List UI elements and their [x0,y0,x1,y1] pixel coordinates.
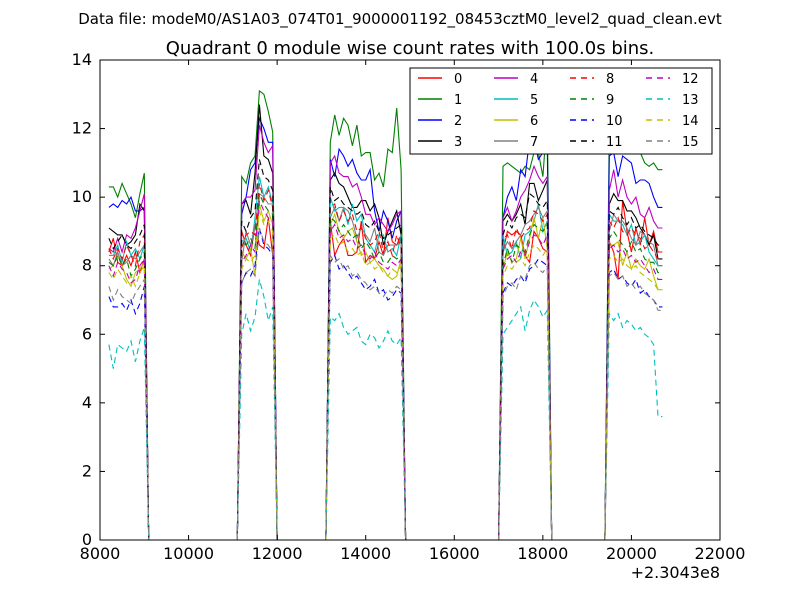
series-line-module-14 [108,210,663,541]
y-tick-label: 6 [82,324,92,343]
legend-label-15: 15 [682,135,699,150]
plot-area-frame [99,59,721,541]
series-line-module-15 [108,227,663,541]
y-tick-label: 0 [82,530,92,549]
legend-label-6: 6 [530,114,538,129]
legend-label-9: 9 [606,93,614,108]
y-tick-label: 4 [82,393,92,412]
x-tick-label: 14000 [340,544,391,563]
x-tick-label: 12000 [252,544,303,563]
legend-label-7: 7 [530,135,538,150]
series-line-module-13 [108,279,663,541]
x-tick-label: 8000 [80,544,121,563]
series-line-module-5 [108,176,663,541]
legend-label-8: 8 [606,72,614,87]
legend-frame [409,67,713,155]
y-tick-label: 10 [72,187,92,206]
legend-label-3: 3 [454,135,462,150]
series-line-module-6 [108,203,663,541]
x-offset-label: +2.3043e8 [631,563,720,582]
x-tick-label: 10000 [163,544,214,563]
legend-label-14: 14 [682,114,699,129]
legend-label-13: 13 [682,93,699,108]
legend-label-4: 4 [530,72,538,87]
suptitle: Data file: modeM0/AS1A03_074T01_90000011… [78,10,722,29]
series-line-module-2 [108,116,663,541]
y-tick-label: 2 [82,461,92,480]
chart-title: Quadrant 0 module wise count rates with … [166,38,655,59]
x-tick-label: 18000 [517,544,568,563]
series-line-module-7 [108,192,663,541]
y-tick-label: 12 [72,119,92,138]
legend-label-1: 1 [454,93,462,108]
x-tick-label: 16000 [429,544,480,563]
legend-label-0: 0 [454,72,462,87]
legend-label-5: 5 [530,93,538,108]
legend-label-10: 10 [606,114,623,129]
series-line-module-4 [108,124,663,541]
x-tick-label: 22000 [695,544,746,563]
series-layer [108,89,663,541]
legend-label-11: 11 [606,135,623,150]
y-tick-label: 14 [72,50,92,69]
x-tick-label: 20000 [606,544,657,563]
x-axis-ticks: 8000 10000 12000 14000 16000 18000 20000 22000 [80,60,746,563]
legend-label-2: 2 [454,114,462,129]
y-tick-label: 8 [82,256,92,275]
series-line-module-9 [108,193,663,541]
legend-label-12: 12 [682,72,699,87]
series-line-module-1 [108,89,663,541]
series-line-module-10 [108,227,663,541]
